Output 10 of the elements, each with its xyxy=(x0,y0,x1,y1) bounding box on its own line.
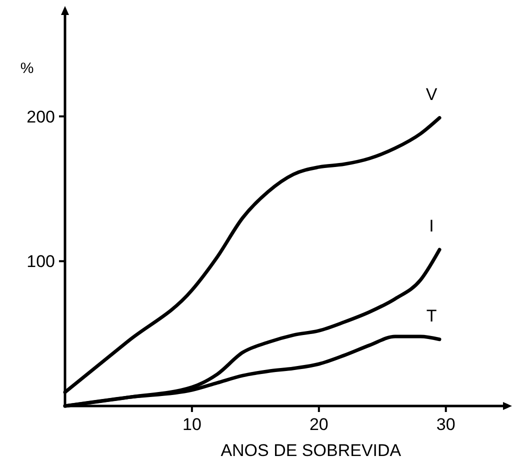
y-tick-label: 100 xyxy=(26,252,55,272)
x-axis-title: ANOS DE SOBREVIDA xyxy=(220,441,402,460)
series-label: I xyxy=(429,216,434,236)
x-tick-label: 30 xyxy=(436,415,456,434)
y-tick-label: 200 xyxy=(26,107,55,126)
y-axis-title: % xyxy=(20,60,34,77)
x-tick-label: 10 xyxy=(182,415,202,434)
x-tick-label: 20 xyxy=(309,415,328,434)
series-label: V xyxy=(426,84,438,104)
series-label: T xyxy=(426,306,437,326)
